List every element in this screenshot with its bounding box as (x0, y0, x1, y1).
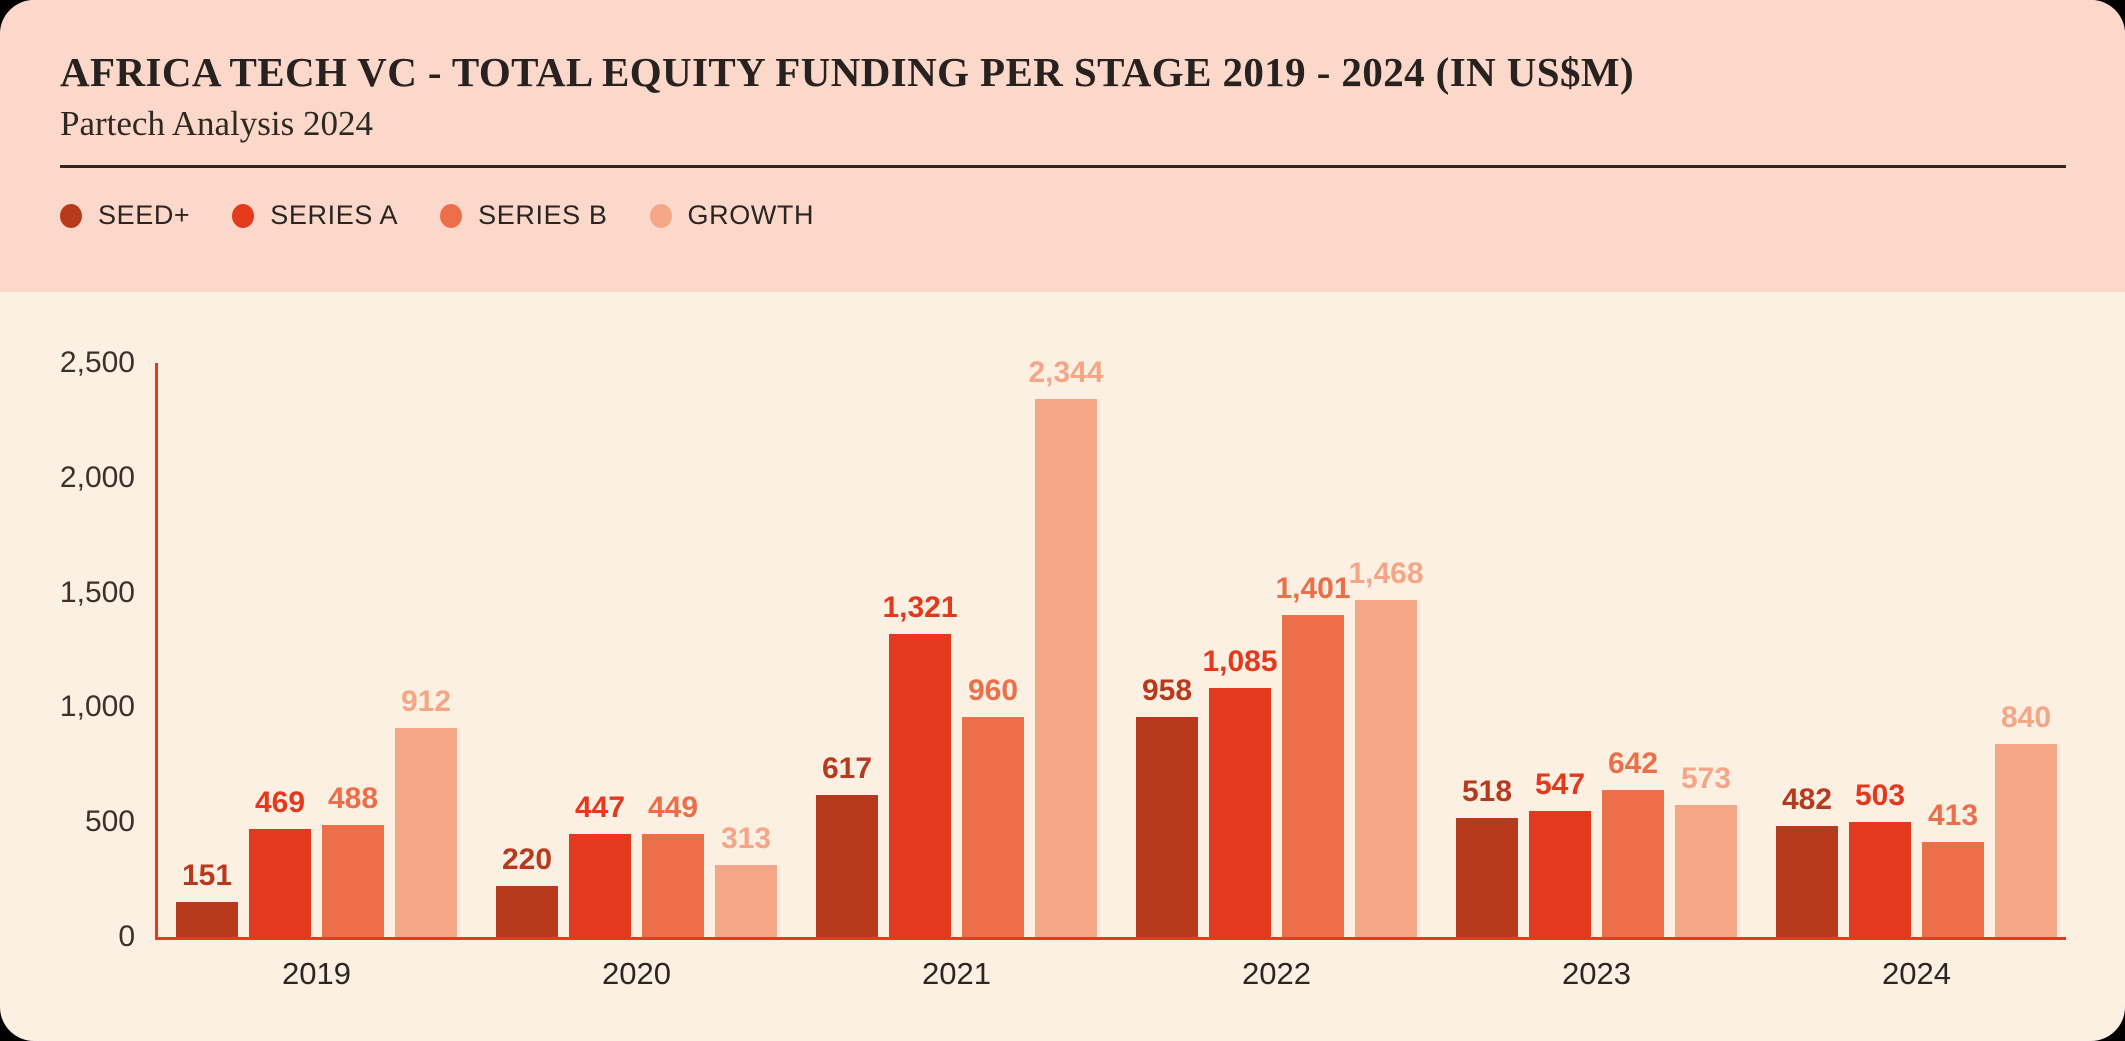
legend-item-seed-: SEED+ (60, 200, 190, 231)
year-group-2019: 151 469 488 912 2019 (176, 363, 457, 991)
legend-swatch-icon (440, 203, 463, 228)
bar-value-label: 573 (1680, 762, 1732, 795)
bar-value-label: 313 (720, 822, 772, 855)
legend-swatch-icon (232, 203, 255, 228)
bar-value-label: 960 (967, 674, 1019, 707)
bar-value-label: 1,321 (882, 591, 958, 624)
bar-growth-2020: 313 (715, 822, 777, 937)
bar-value-label: 1,468 (1348, 557, 1424, 590)
x-tick-label: 2023 (1562, 956, 1631, 991)
header-divider (60, 165, 2066, 168)
legend-swatch-icon (60, 203, 82, 228)
bar-value-label: 488 (327, 782, 379, 815)
legend-label: GROWTH (687, 200, 815, 230)
bar-series-a-2023: 547 (1529, 768, 1591, 937)
x-tick-label: 2019 (282, 956, 351, 991)
bar-growth-2021: 2,344 (1028, 356, 1104, 937)
year-group-2020: 220 447 449 313 2020 (496, 363, 777, 991)
y-axis: 0 500 1,000 1,500 2,000 2,500 (0, 346, 135, 953)
bar-value-label: 449 (647, 791, 699, 824)
bar-series-b-2023: 642 (1602, 747, 1664, 937)
bar-value-label: 151 (181, 859, 233, 892)
plot: 151 469 488 912 2019 220 447 449 313 2020 617 1,321… (155, 356, 2066, 991)
bar-value-label: 1,085 (1202, 645, 1278, 678)
y-tick-label: 2,000 (59, 460, 135, 494)
legend-label: SERIES B (478, 200, 608, 230)
x-tick-label: 2022 (1242, 956, 1311, 991)
bar-value-label: 617 (821, 752, 873, 785)
legend-item-growth: GROWTH (649, 200, 815, 231)
bar-growth-2024: 840 (1995, 701, 2057, 937)
chart-area: 0 500 1,000 1,500 2,000 2,500 151 469 488 912 201… (0, 292, 2125, 1041)
bar-growth-2023: 573 (1675, 762, 1737, 937)
bar-series-b-2024: 413 (1922, 799, 1984, 937)
bar-seed--2024: 482 (1776, 783, 1838, 937)
year-group-2024: 482 503 413 840 2024 (1776, 363, 2057, 991)
bar-value-label: 547 (1534, 768, 1586, 801)
bar-value-label: 469 (254, 786, 306, 819)
bar-growth-2019: 912 (395, 685, 457, 937)
page-subtitle: Partech Analysis 2024 (60, 104, 374, 143)
chart-legend: SEED+ SERIES A SERIES B GROWTH (60, 200, 2066, 231)
bar-series-b-2022: 1,401 (1275, 572, 1351, 937)
bar-value-label: 642 (1607, 747, 1659, 780)
bar-seed--2020: 220 (496, 843, 558, 937)
y-tick-label: 500 (84, 805, 135, 839)
year-group-2022: 958 1,085 1,401 1,468 2022 (1136, 363, 1424, 991)
bar-seed--2022: 958 (1136, 674, 1198, 937)
bar-series-b-2020: 449 (642, 791, 704, 937)
bar-seed--2023: 518 (1456, 775, 1518, 937)
x-tick-label: 2020 (602, 956, 671, 991)
y-tick-label: 1,500 (59, 575, 135, 609)
x-tick-label: 2021 (922, 956, 991, 991)
bar-value-label: 518 (1461, 775, 1513, 808)
bar-series-a-2019: 469 (249, 786, 311, 937)
bar-seed--2021: 617 (816, 752, 878, 937)
y-tick-label: 1,000 (59, 690, 135, 724)
bar-series-a-2022: 1,085 (1202, 645, 1278, 937)
x-tick-label: 2024 (1882, 956, 1951, 991)
plot-groups: 151 469 488 912 2019 220 447 449 313 2020 617 1,321… (176, 356, 2057, 991)
bar-growth-2022: 1,468 (1348, 557, 1424, 937)
bar-value-label: 840 (2000, 701, 2052, 734)
page-title: AFRICA TECH VC - TOTAL EQUITY FUNDING PE… (60, 49, 1635, 95)
card-header: AFRICA TECH VC - TOTAL EQUITY FUNDING PE… (0, 0, 2125, 292)
legend-label: SEED+ (98, 200, 191, 230)
bar-value-label: 447 (574, 791, 626, 824)
bar-series-a-2020: 447 (569, 791, 631, 937)
legend-item-series-b: SERIES B (440, 200, 607, 231)
bar-series-a-2021: 1,321 (882, 591, 958, 937)
bar-value-label: 413 (1927, 799, 1979, 832)
bar-value-label: 503 (1854, 779, 1906, 812)
bar-series-b-2021: 960 (962, 674, 1024, 937)
bar-value-label: 220 (501, 843, 553, 876)
bar-value-label: 1,401 (1275, 572, 1351, 605)
bar-value-label: 482 (1781, 783, 1833, 816)
bar-value-label: 2,344 (1028, 356, 1104, 389)
bar-seed--2019: 151 (176, 859, 238, 937)
bar-value-label: 958 (1141, 674, 1193, 707)
bar-value-label: 912 (400, 685, 452, 718)
legend-label: SERIES A (270, 200, 399, 230)
bar-series-b-2019: 488 (322, 782, 384, 937)
year-group-2023: 518 547 642 573 2023 (1456, 363, 1737, 991)
year-group-2021: 617 1,321 960 2,344 2021 (816, 356, 1104, 991)
legend-item-series-a: SERIES A (232, 200, 398, 231)
y-tick-label: 0 (118, 920, 135, 953)
y-tick-label: 2,500 (59, 346, 135, 379)
legend-swatch-icon (649, 203, 672, 228)
bar-series-a-2024: 503 (1849, 779, 1911, 937)
